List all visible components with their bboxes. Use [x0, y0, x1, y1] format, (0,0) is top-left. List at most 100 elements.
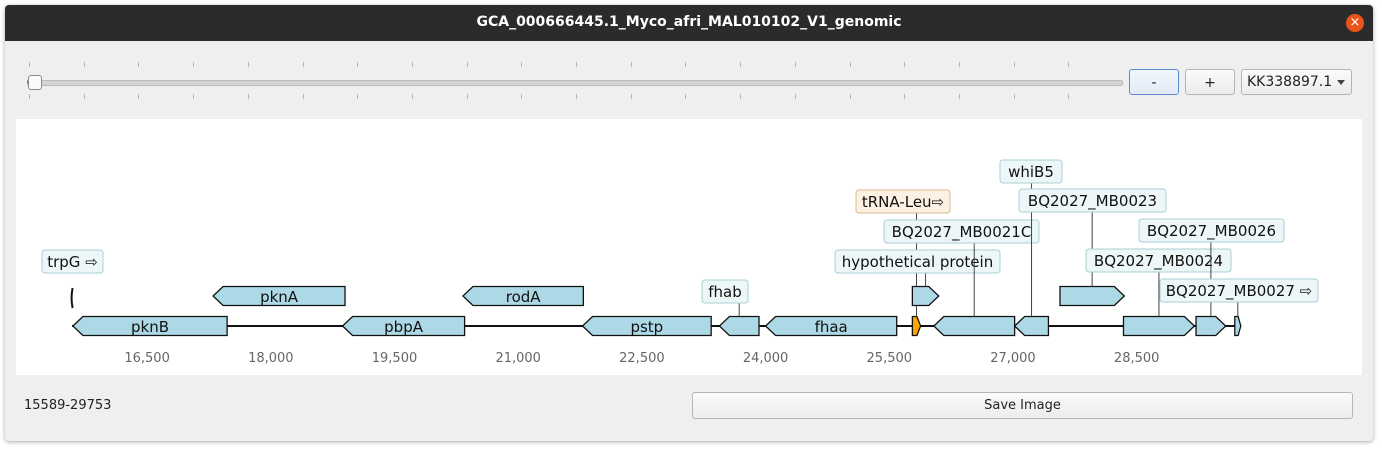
slider-tick [247, 94, 249, 99]
slider-tick [904, 94, 906, 99]
genome-track-canvas[interactable]: 16,500 18,000 19,500 21,000 22,500 24,000 25,5… [16, 119, 1362, 375]
gene-arrow-MB0024 [1122, 315, 1196, 337]
contig-select-value: KK338897.1 [1247, 74, 1333, 90]
gene-arrow-MB0021C [932, 315, 1016, 337]
slider-tick [630, 94, 632, 99]
slider-tick [521, 62, 523, 67]
gene-arrow-rodA [462, 285, 585, 307]
gene-label-pknA: pknA [260, 288, 299, 306]
slider-tick [302, 62, 304, 67]
slider-tick [576, 62, 577, 67]
slider-tick [411, 62, 413, 67]
gene-arrow-whiB5 [1013, 315, 1050, 337]
slider-tick [466, 94, 468, 99]
label-box [1018, 188, 1167, 213]
slider-tick [576, 94, 577, 99]
feature-label-MB0026: BQ2027_MB0026 [1138, 218, 1285, 317]
feature-label-MB0024: BQ2027_MB0024 [1085, 248, 1232, 317]
gene-arrow-fhaa [764, 315, 898, 337]
slider-tick [29, 62, 30, 67]
zoom-out-button[interactable]: - [1129, 69, 1179, 95]
slider-tick [849, 94, 851, 99]
window-title: GCA_000666445.1_Myco_afri_MAL010102_V1_g… [476, 14, 902, 30]
gene-arrow-pbpA [341, 315, 466, 337]
slider-tick [958, 94, 960, 99]
gene-arrow-pstp [581, 315, 712, 337]
label-box [1085, 248, 1232, 273]
slider-tick [958, 62, 960, 67]
slider-tick [685, 94, 687, 99]
label-box [41, 249, 104, 274]
gene-label-fhaa: fhaa [815, 318, 848, 336]
visible-range-label: 15589-29753 [24, 398, 112, 413]
axis-tick-label: 16,500 [124, 351, 170, 366]
slider-tick [193, 62, 195, 67]
label-text: trpG ⇨ [47, 253, 98, 271]
gene-label-rodA: rodA [506, 288, 542, 306]
zoom-slider[interactable] [27, 80, 1123, 86]
slider-tick [849, 62, 851, 67]
gene-arrow-pknB [71, 315, 228, 337]
gene-arrow-MB0026 [1195, 315, 1227, 337]
label-text: fhab [708, 283, 742, 301]
label-text: BQ2027_MB0024 [1094, 252, 1223, 271]
axis-tick-label: 19,500 [372, 351, 418, 366]
feature-label-hypothetical: hypothetical protein [834, 249, 1001, 287]
slider-tick [247, 62, 249, 67]
gene-arrow-MB0027 [1234, 315, 1242, 337]
label-text: hypothetical protein [842, 253, 993, 271]
slider-tick [1013, 62, 1015, 67]
label-text: BQ2027_MB0026 [1147, 222, 1276, 241]
feature-label-trpG: trpG ⇨ [41, 249, 104, 274]
gene-label-pbpA: pbpA [384, 318, 424, 336]
slider-tick [466, 62, 468, 67]
label-text: BQ2027_MB0021C [892, 223, 1032, 242]
label-text: tRNA-Leu⇨ [862, 193, 944, 211]
slider-tick [1068, 62, 1070, 67]
slider-tick [685, 62, 687, 67]
contig-select[interactable]: KK338897.1 [1241, 69, 1352, 95]
axis-tick-label: 21,000 [495, 351, 541, 366]
close-icon[interactable]: × [1346, 14, 1364, 32]
slider-tick [138, 94, 140, 99]
axis-tick-label: 27,000 [990, 351, 1036, 366]
slider-tick [29, 94, 30, 99]
slider-tick [138, 62, 140, 67]
save-image-button[interactable]: Save Image [692, 392, 1353, 419]
label-box [701, 279, 749, 304]
label-box [855, 189, 951, 214]
title-bar[interactable]: GCA_000666445.1_Myco_afri_MAL010102_V1_g… [5, 5, 1373, 41]
label-box [999, 159, 1063, 184]
genome-track-svg: 16,500 18,000 19,500 21,000 22,500 24,000 25,5… [41, 159, 1319, 366]
gene-arrow-hypothetical [911, 285, 940, 307]
slider-tick [83, 94, 85, 99]
axis-tick-label: 25,500 [867, 351, 913, 366]
slider-tick [193, 94, 195, 99]
marker-trpG [70, 287, 74, 309]
label-text: whiB5 [1008, 163, 1054, 181]
zoom-slider-handle[interactable] [28, 75, 42, 90]
zoom-in-button[interactable]: + [1185, 69, 1235, 95]
label-box [834, 249, 1001, 274]
axis-tick-label: 22,500 [619, 351, 665, 366]
slider-tick [794, 62, 796, 67]
gene-arrow-tRNA-Leu [911, 315, 922, 337]
gene-label-pknB: pknB [131, 318, 169, 336]
slider-tick [411, 94, 413, 99]
feature-label-fhab: fhab [701, 279, 749, 317]
label-box [1159, 278, 1319, 303]
slider-tick [83, 62, 85, 67]
feature-label-MB0021C: BQ2027_MB0021C [883, 219, 1040, 317]
slider-tick [630, 62, 632, 67]
gene-arrow-fhab [718, 315, 760, 337]
slider-tick [740, 62, 742, 67]
slider-tick [357, 94, 359, 99]
slider-tick [740, 94, 742, 99]
label-box [1138, 218, 1285, 243]
label-box [883, 219, 1040, 244]
gene-label-pstp: pstp [630, 318, 663, 336]
feature-label-whiB5: whiB5 [999, 159, 1063, 317]
slider-tick [1068, 94, 1070, 99]
slider-tick [794, 94, 796, 99]
feature-label-MB0027: BQ2027_MB0027 ⇨ [1159, 278, 1319, 317]
